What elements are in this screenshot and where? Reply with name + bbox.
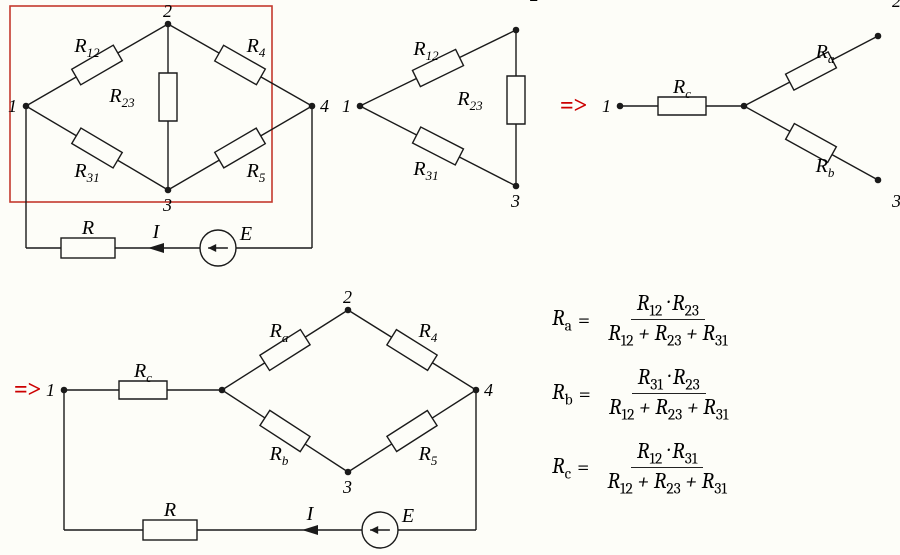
resistor-label: R4: [247, 36, 266, 59]
resistor-label: Ra: [270, 321, 289, 344]
resistor-label: R: [82, 218, 94, 238]
resistor-label: Rb: [270, 444, 289, 467]
node-label: 1: [8, 97, 17, 115]
node-label: 1: [342, 97, 351, 115]
resistor-label: R23: [457, 89, 482, 112]
resistor-label: R12: [74, 36, 99, 59]
node-label: 2: [892, 0, 900, 10]
node-label: 3: [892, 192, 900, 210]
formula-row: Rb=R31 · R23R12 + R23 + R31: [552, 364, 734, 424]
resistor-label: R: [164, 500, 176, 520]
resistor-label: R5: [247, 161, 266, 184]
node-label: 3: [343, 478, 352, 496]
node-label: 2: [530, 0, 539, 4]
formula-row: Ra=R12 · R23R12 + R23 + R31: [552, 290, 734, 350]
resistor-label: Rb: [816, 156, 835, 179]
node-label: 4: [320, 97, 329, 115]
node-label: 1: [602, 97, 611, 115]
resistor-label: R12: [413, 39, 438, 62]
node-label: 3: [163, 196, 172, 214]
resistor-label: R4: [419, 321, 438, 344]
current-label: I: [153, 222, 160, 242]
transform-arrow: =>: [14, 378, 41, 402]
emf-label: E: [240, 224, 252, 244]
node-label: 3: [511, 192, 520, 210]
resistor-label: R5: [419, 444, 438, 467]
formula-block: Ra=R12 · R23R12 + R23 + R31 Rb=R31 · R23R…: [552, 290, 734, 511]
node-label: 2: [163, 2, 172, 20]
formula-row: Rc=R12 · R31R12 + R23 + R31: [552, 438, 734, 498]
node-label: 4: [484, 381, 493, 399]
resistor-label: R23: [109, 86, 134, 109]
resistor-label: Rc: [134, 361, 152, 384]
resistor-label: R31: [413, 159, 438, 182]
node-label: 2: [343, 288, 352, 306]
transform-arrow: =>: [560, 94, 587, 118]
circuit-diagram-svg: [0, 0, 900, 555]
emf-label: E: [402, 506, 414, 526]
node-label: 1: [46, 381, 55, 399]
resistor-label: Rc: [673, 77, 691, 100]
current-label: I: [307, 504, 314, 524]
resistor-label: R31: [74, 161, 99, 184]
resistor-label: Ra: [816, 42, 835, 65]
